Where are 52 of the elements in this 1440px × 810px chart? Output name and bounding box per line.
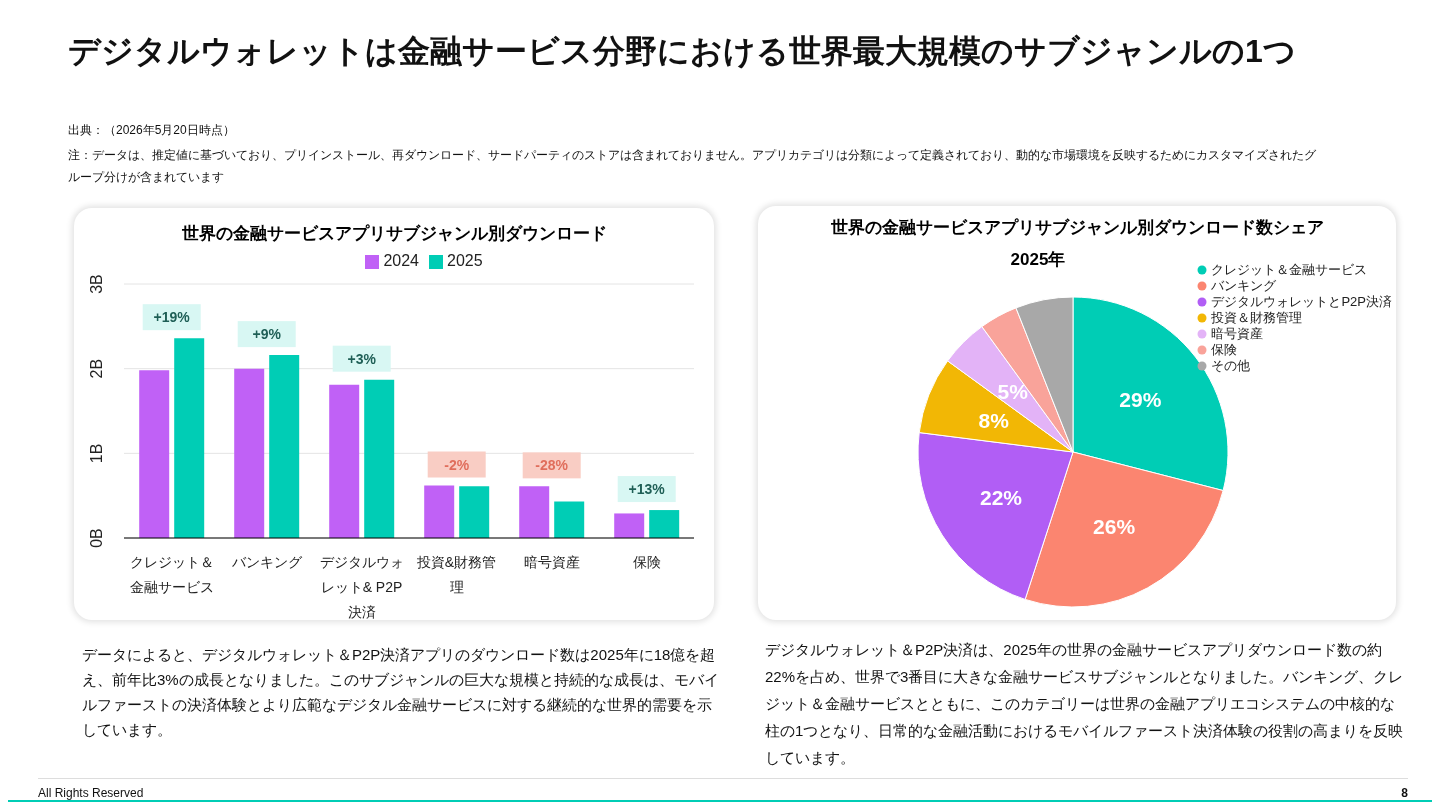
bar [174, 338, 205, 538]
bar [424, 485, 455, 538]
legend-label: 暗号資産 [1211, 326, 1264, 342]
bar [519, 486, 550, 538]
bar [364, 379, 395, 538]
source-note: 出典：（2026年5月20日時点） [68, 122, 236, 139]
legend-label: 投資＆財務管理 [1211, 310, 1303, 326]
chart-subtitle: 2025年 [1010, 250, 1066, 269]
y-tick-label: 3B [88, 274, 105, 294]
data-label: 5% [997, 380, 1029, 404]
text: All Rights Reserved [38, 786, 145, 800]
y-tick-label: 0B [88, 528, 105, 548]
bar [139, 370, 170, 538]
bar [614, 513, 645, 538]
data-label: 26% [1093, 515, 1136, 539]
annotation: -2% [444, 456, 470, 473]
chart-title: 世界の金融サービスアプリサブジャンル別ダウンロード数シェア [829, 217, 1325, 239]
bar [269, 355, 300, 538]
bar [649, 510, 680, 538]
annotation: +3% [347, 350, 377, 367]
chart-title: 世界の金融サービスアプリサブジャンル別ダウンロード [180, 223, 608, 245]
annotation: +19% [153, 309, 191, 326]
text: データによると、デジタルウォレット＆P2P決済アプリのダウンロード数は2025年に18億を超え、前年比3%の成長となりました。このサブジャンルの巨大な規模と持続的な成長は、モバイルファーストの決済体験とより広範なデジタル金融サービスに対する継続的な世界的需要を示しています。 [82, 645, 720, 740]
x-tick-label: クレジット＆金融サービス [128, 553, 215, 597]
text: デジタルウォレット＆P2P決済は、2025年の世界の金融サービスアプリダウンロード数の約22%を占め、世界で3番目に大きな金融サービスサブジャンルとなりました。バンキング、クレジット＆金融サービスとともに、このカテゴリーは世界の金融アプリエコシステムの中核的な柱の1つとなり、日常的な金融活動におけるモバイルファースト決済体験の役割の高まりを反映しています。 [765, 640, 1405, 768]
data-label: 22% [980, 486, 1023, 510]
data-label: 8% [978, 409, 1010, 433]
legend-label: 2025 [447, 252, 483, 269]
annotation: -28% [535, 457, 569, 474]
x-tick-label: 投資&財務管理 [415, 553, 498, 597]
legend-label: その他 [1211, 358, 1251, 374]
legend-label: デジタルウォレットとP2P決済 [1211, 294, 1392, 310]
y-tick-label: 2B [88, 358, 105, 379]
x-tick-label: デジタルウォレット& P2P決済 [318, 553, 405, 622]
legend-label: 2024 [383, 252, 419, 269]
annotation: +9% [252, 326, 282, 343]
text: デジタルウォレットは金融サービス分野における世界最大規模のサブジャンルの1つ [68, 32, 1297, 71]
legend-label: バンキング [1211, 278, 1277, 294]
bar [554, 501, 585, 538]
x-tick-label: 暗号資産 [522, 553, 581, 572]
annotation: +13% [628, 481, 666, 498]
x-tick-label: 保険 [631, 553, 662, 572]
bar [234, 368, 265, 538]
text: 8 [1400, 786, 1408, 800]
bar [459, 486, 490, 538]
y-tick-label: 1B [88, 443, 105, 464]
text: 注：データは、推定値に基づいており、プリインストール、再ダウンロード、サードパーティのストアは含まれておりません。アプリカテゴリは分類によって定義されており、動的な市場環境を反映するためにカスタマイズされたグループ分けが含まれています [68, 147, 1317, 186]
bar [329, 384, 360, 538]
data-label: 29% [1119, 388, 1162, 412]
legend-label: 保険 [1211, 342, 1238, 358]
x-tick-label: バンキング [230, 553, 303, 572]
legend-label: クレジット＆金融サービス [1211, 262, 1368, 278]
